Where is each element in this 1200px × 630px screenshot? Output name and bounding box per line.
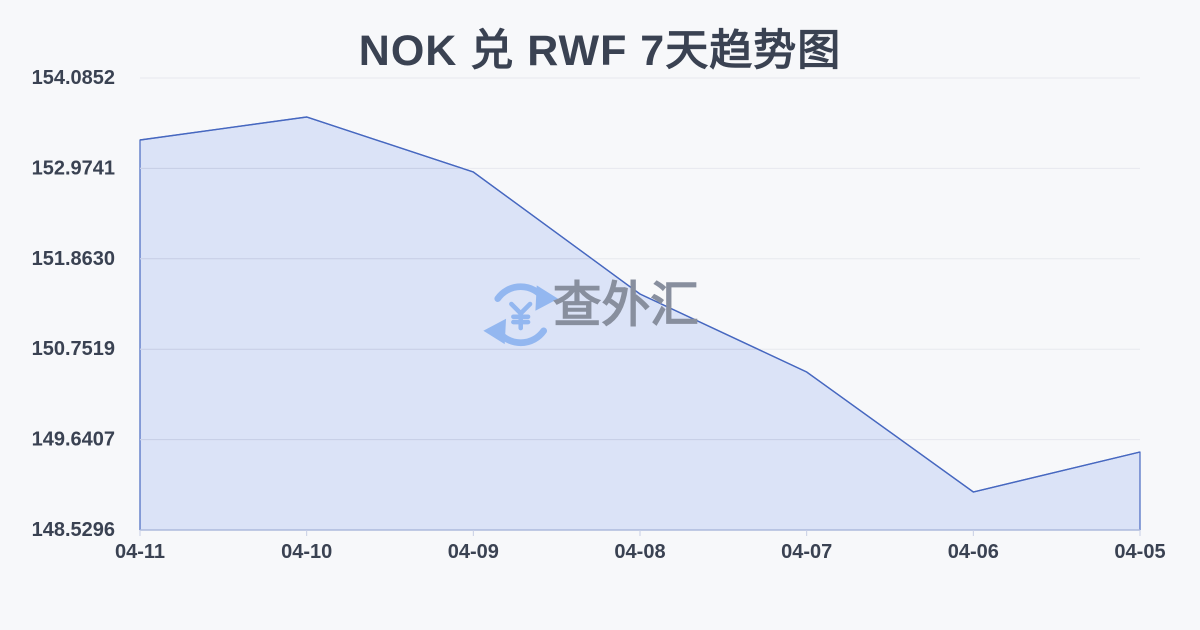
svg-text:149.6407: 149.6407: [32, 429, 115, 451]
svg-text:151.8630: 151.8630: [32, 248, 115, 270]
svg-text:04-07: 04-07: [781, 541, 832, 563]
svg-text:04-05: 04-05: [1114, 541, 1165, 563]
svg-text:04-10: 04-10: [281, 541, 332, 563]
svg-text:04-09: 04-09: [448, 541, 499, 563]
svg-text:04-06: 04-06: [948, 541, 999, 563]
svg-text:04-11: 04-11: [115, 541, 165, 563]
svg-text:148.5296: 148.5296: [32, 519, 115, 541]
svg-text:150.7519: 150.7519: [32, 338, 115, 360]
svg-text:04-08: 04-08: [614, 541, 665, 563]
svg-text:查外汇: 查外汇: [553, 278, 699, 332]
svg-text:152.9741: 152.9741: [32, 157, 115, 179]
